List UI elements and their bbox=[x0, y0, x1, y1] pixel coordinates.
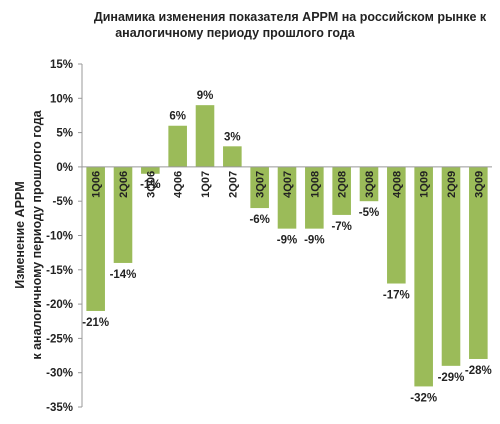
bar-4q07 bbox=[277, 166, 297, 229]
category-label: 3Q09 bbox=[473, 171, 485, 198]
bar-3q07 bbox=[250, 166, 269, 209]
data-label: -29% bbox=[438, 372, 465, 384]
chart-title-line-2: аналогичному периоду прошлого года bbox=[115, 26, 356, 40]
y-axis-ticks: 15% 10% 5% 0% -5% -10% -15% -20% -25% -30% -35% bbox=[46, 59, 82, 414]
data-label: -28% bbox=[465, 365, 492, 377]
bar-2q09 bbox=[441, 166, 461, 366]
bar-1q09 bbox=[414, 166, 433, 387]
y-axis-title: Изменение APPM к аналогичному периоду пр… bbox=[13, 109, 44, 359]
category-label: 1Q09 bbox=[419, 171, 431, 198]
y-tick-label: 10% bbox=[50, 93, 73, 105]
bar-4q08 bbox=[387, 166, 406, 284]
category-label: 3Q07 bbox=[255, 171, 267, 198]
data-label: -32% bbox=[410, 392, 437, 404]
chart-title: Динамика изменения показателя APPM на ро… bbox=[94, 10, 487, 40]
y-tick-label: -20% bbox=[46, 299, 73, 311]
bar-2q07 bbox=[223, 146, 242, 167]
category-label: 2Q07 bbox=[227, 171, 239, 198]
data-label: -9% bbox=[277, 235, 297, 247]
bar-2q06 bbox=[113, 166, 133, 263]
y-tick-label: -30% bbox=[46, 368, 73, 380]
y-tick-label: -10% bbox=[46, 231, 73, 243]
data-label: -17% bbox=[383, 290, 410, 302]
data-label: -21% bbox=[82, 317, 109, 329]
bar-2q08 bbox=[332, 166, 351, 215]
y-tick-label: -15% bbox=[46, 265, 73, 277]
y-tick-label: 5% bbox=[56, 128, 73, 140]
data-label: -9% bbox=[304, 235, 324, 247]
data-label: -5% bbox=[359, 207, 379, 219]
bars bbox=[86, 105, 488, 387]
bar-1q06 bbox=[86, 166, 105, 311]
y-tick-label: 15% bbox=[50, 59, 73, 71]
y-axis-title-line-1: Изменение APPM bbox=[13, 181, 27, 288]
category-label: 2Q06 bbox=[118, 171, 130, 198]
y-tick-label: 0% bbox=[56, 162, 73, 174]
category-label: 1Q08 bbox=[309, 171, 321, 198]
bar-3q09 bbox=[469, 166, 488, 359]
category-label: 1Q07 bbox=[200, 171, 212, 198]
category-label: 4Q08 bbox=[391, 171, 403, 198]
data-label: -6% bbox=[249, 214, 269, 226]
data-labels: -21% -14% -1% 6% 9% 3% -6% -9% -9% -7% -5% -17% -32%… bbox=[82, 90, 492, 404]
data-label: 3% bbox=[224, 131, 241, 143]
category-label: 4Q07 bbox=[282, 171, 294, 198]
data-label: -7% bbox=[331, 221, 351, 233]
bar-1q08 bbox=[305, 166, 324, 229]
bar-4q06 bbox=[168, 125, 187, 167]
bar-1q07 bbox=[195, 105, 215, 167]
data-label: 9% bbox=[197, 90, 214, 102]
category-labels: 1Q06 2Q06 3Q06 4Q06 1Q07 2Q07 3Q07 4Q07 1Q08 2Q08… bbox=[91, 171, 486, 198]
category-label: 4Q06 bbox=[173, 171, 185, 198]
category-label: 2Q09 bbox=[446, 171, 458, 198]
category-label: 3Q06 bbox=[145, 171, 157, 198]
data-label: 6% bbox=[169, 111, 186, 123]
category-label: 2Q08 bbox=[337, 171, 349, 198]
y-tick-label: -25% bbox=[46, 333, 73, 345]
data-label: -14% bbox=[110, 269, 137, 281]
y-tick-label: -35% bbox=[46, 402, 73, 414]
bar-3q06 bbox=[141, 166, 160, 174]
y-tick-label: -5% bbox=[53, 196, 73, 208]
chart-title-line-1: Динамика изменения показателя APPM на ро… bbox=[94, 10, 487, 24]
bar-3q08 bbox=[359, 166, 379, 202]
category-label: 1Q06 bbox=[91, 171, 103, 198]
category-label: 3Q08 bbox=[364, 171, 376, 198]
y-axis-title-line-2: к аналогичному периоду прошлого года bbox=[30, 109, 44, 359]
data-label: -1% bbox=[140, 179, 160, 191]
